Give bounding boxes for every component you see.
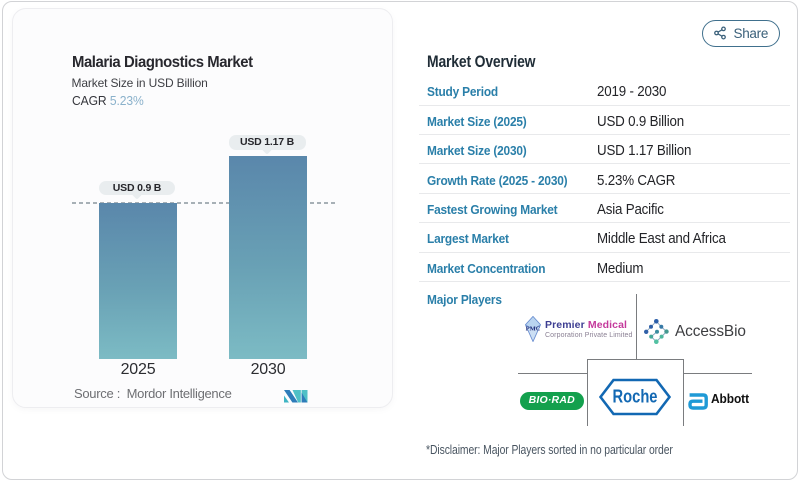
svg-text:PMC: PMC xyxy=(526,325,541,332)
svg-text:Roche: Roche xyxy=(613,387,658,407)
